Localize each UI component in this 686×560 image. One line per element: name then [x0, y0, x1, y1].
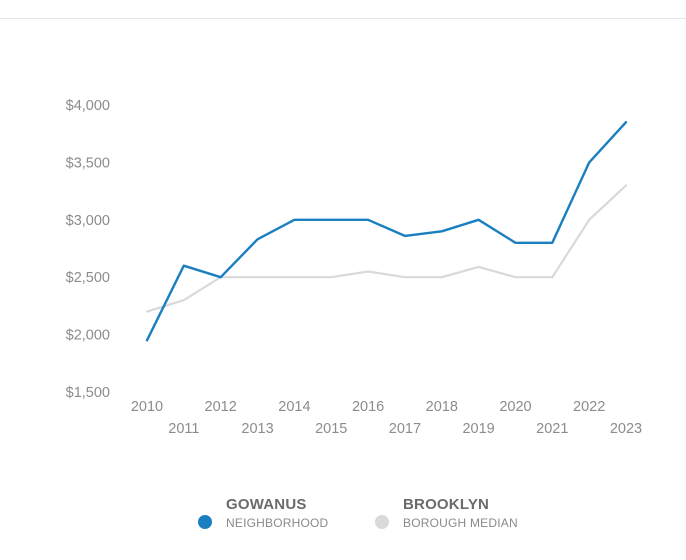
x-tick-label: 2022 [573, 399, 605, 415]
x-tick-label: 2017 [389, 421, 421, 437]
legend-subtitle-gowanus: NEIGHBORHOOD [226, 516, 329, 530]
y-tick-label: $4,000 [66, 98, 110, 114]
x-tick-label: 2010 [131, 399, 163, 415]
x-tick-label: 2023 [610, 421, 642, 437]
top-divider [0, 18, 686, 19]
x-tick-label: 2019 [462, 421, 494, 437]
x-tick-label: 2020 [499, 399, 531, 415]
series-line-brooklyn [145, 184, 628, 313]
legend-title-gowanus: GOWANUS [226, 496, 307, 513]
x-tick-label: 2021 [536, 421, 568, 437]
y-tick-label: $3,000 [66, 213, 110, 229]
legend: GOWANUS NEIGHBORHOOD BROOKLYN BOROUGH ME… [0, 496, 686, 536]
line-chart: $1,500 $2,000 $2,500 $3,000 $3,500 $4,000 201… [66, 98, 642, 437]
series-line-gowanus [145, 120, 628, 342]
x-tick-label: 2014 [278, 399, 310, 415]
series-lines [145, 120, 628, 342]
y-tick-label: $2,000 [66, 328, 110, 344]
y-tick-label: $1,500 [66, 385, 110, 401]
y-axis-ticks: $1,500 $2,000 $2,500 $3,000 $3,500 $4,000 [66, 98, 110, 401]
x-tick-label: 2012 [205, 399, 237, 415]
legend-dot-gowanus [198, 515, 212, 529]
y-tick-label: $3,500 [66, 155, 110, 171]
x-tick-label: 2013 [241, 421, 273, 437]
x-tick-label: 2015 [315, 421, 347, 437]
legend-dot-brooklyn [375, 515, 389, 529]
x-tick-label: 2018 [426, 399, 458, 415]
y-tick-label: $2,500 [66, 270, 110, 286]
x-tick-label: 2011 [168, 421, 199, 437]
legend-subtitle-brooklyn: BOROUGH MEDIAN [403, 516, 518, 530]
x-tick-label: 2016 [352, 399, 384, 415]
legend-title-brooklyn: BROOKLYN [403, 496, 490, 513]
